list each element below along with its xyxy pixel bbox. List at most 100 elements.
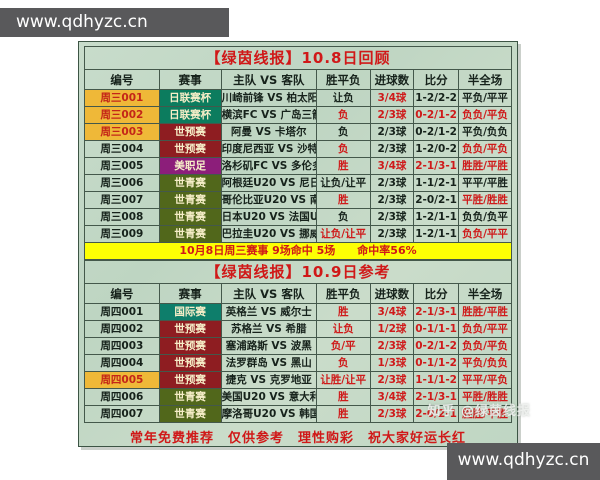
wdl-pick-cell: 胜 — [315, 157, 371, 175]
league-badge-cell: 美职足 — [158, 157, 222, 175]
goals-pick-cell: 1/3球 — [369, 354, 415, 372]
league-badge-cell: 世青赛 — [158, 225, 222, 243]
goals-pick-cell: 2/3球 — [369, 208, 415, 226]
wdl-pick-cell: 让负/让平 — [315, 225, 371, 243]
teams-cell: 英格兰 VS 威尔士 — [220, 303, 317, 321]
goals-pick-cell: 2/3球 — [369, 371, 415, 389]
teams-cell: 哥伦比亚U20 VS 南非U20 — [220, 191, 317, 209]
league-badge-cell: 日联赛杯 — [158, 89, 222, 107]
teams-cell: 塞浦路斯 VS 波黑 — [220, 337, 317, 355]
halffull-pick-cell: 平平/平胜 — [458, 174, 512, 192]
league-badge-cell: 世青赛 — [158, 208, 222, 226]
goals-pick-cell: 2/3球 — [369, 337, 415, 355]
teams-cell: 阿曼 VS 卡塔尔 — [220, 123, 317, 141]
table-title: 【绿茵线报】10.9日参考 — [84, 260, 512, 284]
teams-cell: 美国U20 VS 意大利U20 — [220, 388, 317, 406]
halffull-pick-cell: 负负/平平 — [458, 225, 512, 243]
halffull-pick-cell: 平负/负负 — [458, 354, 512, 372]
tips-card: 【绿茵线报】10.8日回顾 编号 赛事 主队 VS 客队 胜平负 进球数 比分 半全场 周三00… — [78, 41, 530, 447]
league-badge-cell: 日联赛杯 — [158, 106, 222, 124]
league-badge-cell: 世青赛 — [158, 174, 222, 192]
league-badge-cell: 国际赛 — [158, 303, 222, 321]
halffull-pick-cell: 负负/平负 — [458, 106, 512, 124]
match-id-cell: 周三009 — [84, 225, 160, 243]
halffull-pick-cell: 平负/平平 — [458, 89, 512, 107]
column-header: 胜平负 — [315, 69, 371, 90]
match-id-cell: 周三008 — [84, 208, 160, 226]
score-pick-cell: 0-1/1-1 — [413, 320, 460, 338]
goals-pick-cell: 2/3球 — [369, 106, 415, 124]
match-row: 周三003 世预赛 阿曼 VS 卡塔尔负 2/3球 0-2/1-2 平负/负负 — [84, 123, 512, 141]
table-title-row: 【绿茵线报】10.9日参考 — [84, 260, 512, 284]
match-id-cell: 周三007 — [84, 191, 160, 209]
match-id-cell: 周三003 — [84, 123, 160, 141]
halffull-pick-cell: 负负/负平 — [458, 208, 512, 226]
score-pick-cell: 1-2/2-2 — [413, 89, 460, 107]
match-id-cell: 周三006 — [84, 174, 160, 192]
goals-pick-cell: 3/4球 — [369, 89, 415, 107]
header-row: 编号 赛事 主队 VS 客队 胜平负 进球数 比分 半全场 — [84, 283, 512, 304]
column-header: 进球数 — [369, 69, 415, 90]
forecast-table: 【绿茵线报】10.9日参考 编号 赛事 主队 VS 客队 胜平负 进球数 比分 半全场 周四00… — [84, 260, 512, 423]
halffull-pick-cell: 平负/负负 — [458, 123, 512, 141]
goals-pick-cell: 3/4球 — [369, 303, 415, 321]
league-badge-cell: 世预赛 — [158, 320, 222, 338]
match-row: 周四004 世预赛 法罗群岛 VS 黑山负 1/3球 0-1/1-2 平负/负负 — [84, 354, 512, 372]
wdl-pick-cell: 负 — [315, 354, 371, 372]
match-id-cell: 周三004 — [84, 140, 160, 158]
wdl-pick-cell: 让负 — [315, 320, 371, 338]
teams-cell: 印度尼西亚 VS 沙特 — [220, 140, 317, 158]
halffull-pick-cell: 负负/平负 — [458, 140, 512, 158]
halffull-pick-cell: 负负/平负 — [458, 337, 512, 355]
match-id-cell: 周四006 — [84, 388, 160, 406]
teams-cell: 阿根廷U20 VS 尼日利亚U20 — [220, 174, 317, 192]
halffull-pick-cell: 平胜/胜胜 — [458, 191, 512, 209]
column-header: 胜平负 — [315, 283, 371, 304]
teams-cell: 苏格兰 VS 希腊 — [220, 320, 317, 338]
wdl-pick-cell: 胜 — [315, 191, 371, 209]
table-title: 【绿茵线报】10.8日回顾 — [84, 46, 512, 70]
table-title-row: 【绿茵线报】10.8日回顾 — [84, 46, 512, 70]
match-id-cell: 周四003 — [84, 337, 160, 355]
column-header: 主队 VS 客队 — [220, 283, 317, 304]
wdl-pick-cell: 让负/让平 — [315, 174, 371, 192]
column-header: 赛事 — [158, 69, 222, 90]
teams-cell: 日本U20 VS 法国U20 — [220, 208, 317, 226]
wdl-pick-cell: 胜 — [315, 303, 371, 321]
teams-cell: 巴拉圭U20 VS 挪威U20 — [220, 225, 317, 243]
league-badge-cell: 世预赛 — [158, 371, 222, 389]
site-url-text: www.qdhyzc.cn — [16, 12, 148, 32]
column-header: 编号 — [84, 69, 160, 90]
goals-pick-cell: 1/2球 — [369, 320, 415, 338]
match-id-cell: 周四004 — [84, 354, 160, 372]
goals-pick-cell: 2/3球 — [369, 174, 415, 192]
score-pick-cell: 0-2/1-2 — [413, 337, 460, 355]
score-pick-cell: 2-0/2-1 — [413, 191, 460, 209]
halffull-pick-cell: 胜胜/平胜 — [458, 157, 512, 175]
wdl-pick-cell: 负 — [315, 123, 371, 141]
goals-pick-cell: 2/3球 — [369, 140, 415, 158]
match-row: 周三002 日联赛杯 横滨FC VS 广岛三箭负 2/3球 0-2/1-2 负负/平负 — [84, 106, 512, 124]
match-id-cell: 周四001 — [84, 303, 160, 321]
match-id-cell: 周三005 — [84, 157, 160, 175]
goals-pick-cell: 2/3球 — [369, 123, 415, 141]
summary-text: 10月8日周三赛事 9场命中 5场 命中率56% — [84, 242, 512, 260]
wdl-pick-cell: 负 — [315, 106, 371, 124]
header-row: 编号 赛事 主队 VS 客队 胜平负 进球数 比分 半全场 — [84, 69, 512, 90]
review-table: 【绿茵线报】10.8日回顾 编号 赛事 主队 VS 客队 胜平负 进球数 比分 半全场 周三00… — [84, 46, 512, 260]
match-id-cell: 周四002 — [84, 320, 160, 338]
wdl-pick-cell: 负/平 — [315, 337, 371, 355]
match-id-cell: 周四007 — [84, 405, 160, 423]
league-badge-cell: 世预赛 — [158, 123, 222, 141]
wdl-pick-cell: 胜 — [315, 405, 371, 423]
site-url-bar-bottom: www.qdhyzc.cn — [447, 443, 600, 480]
site-url-text: www.qdhyzc.cn — [457, 450, 590, 470]
